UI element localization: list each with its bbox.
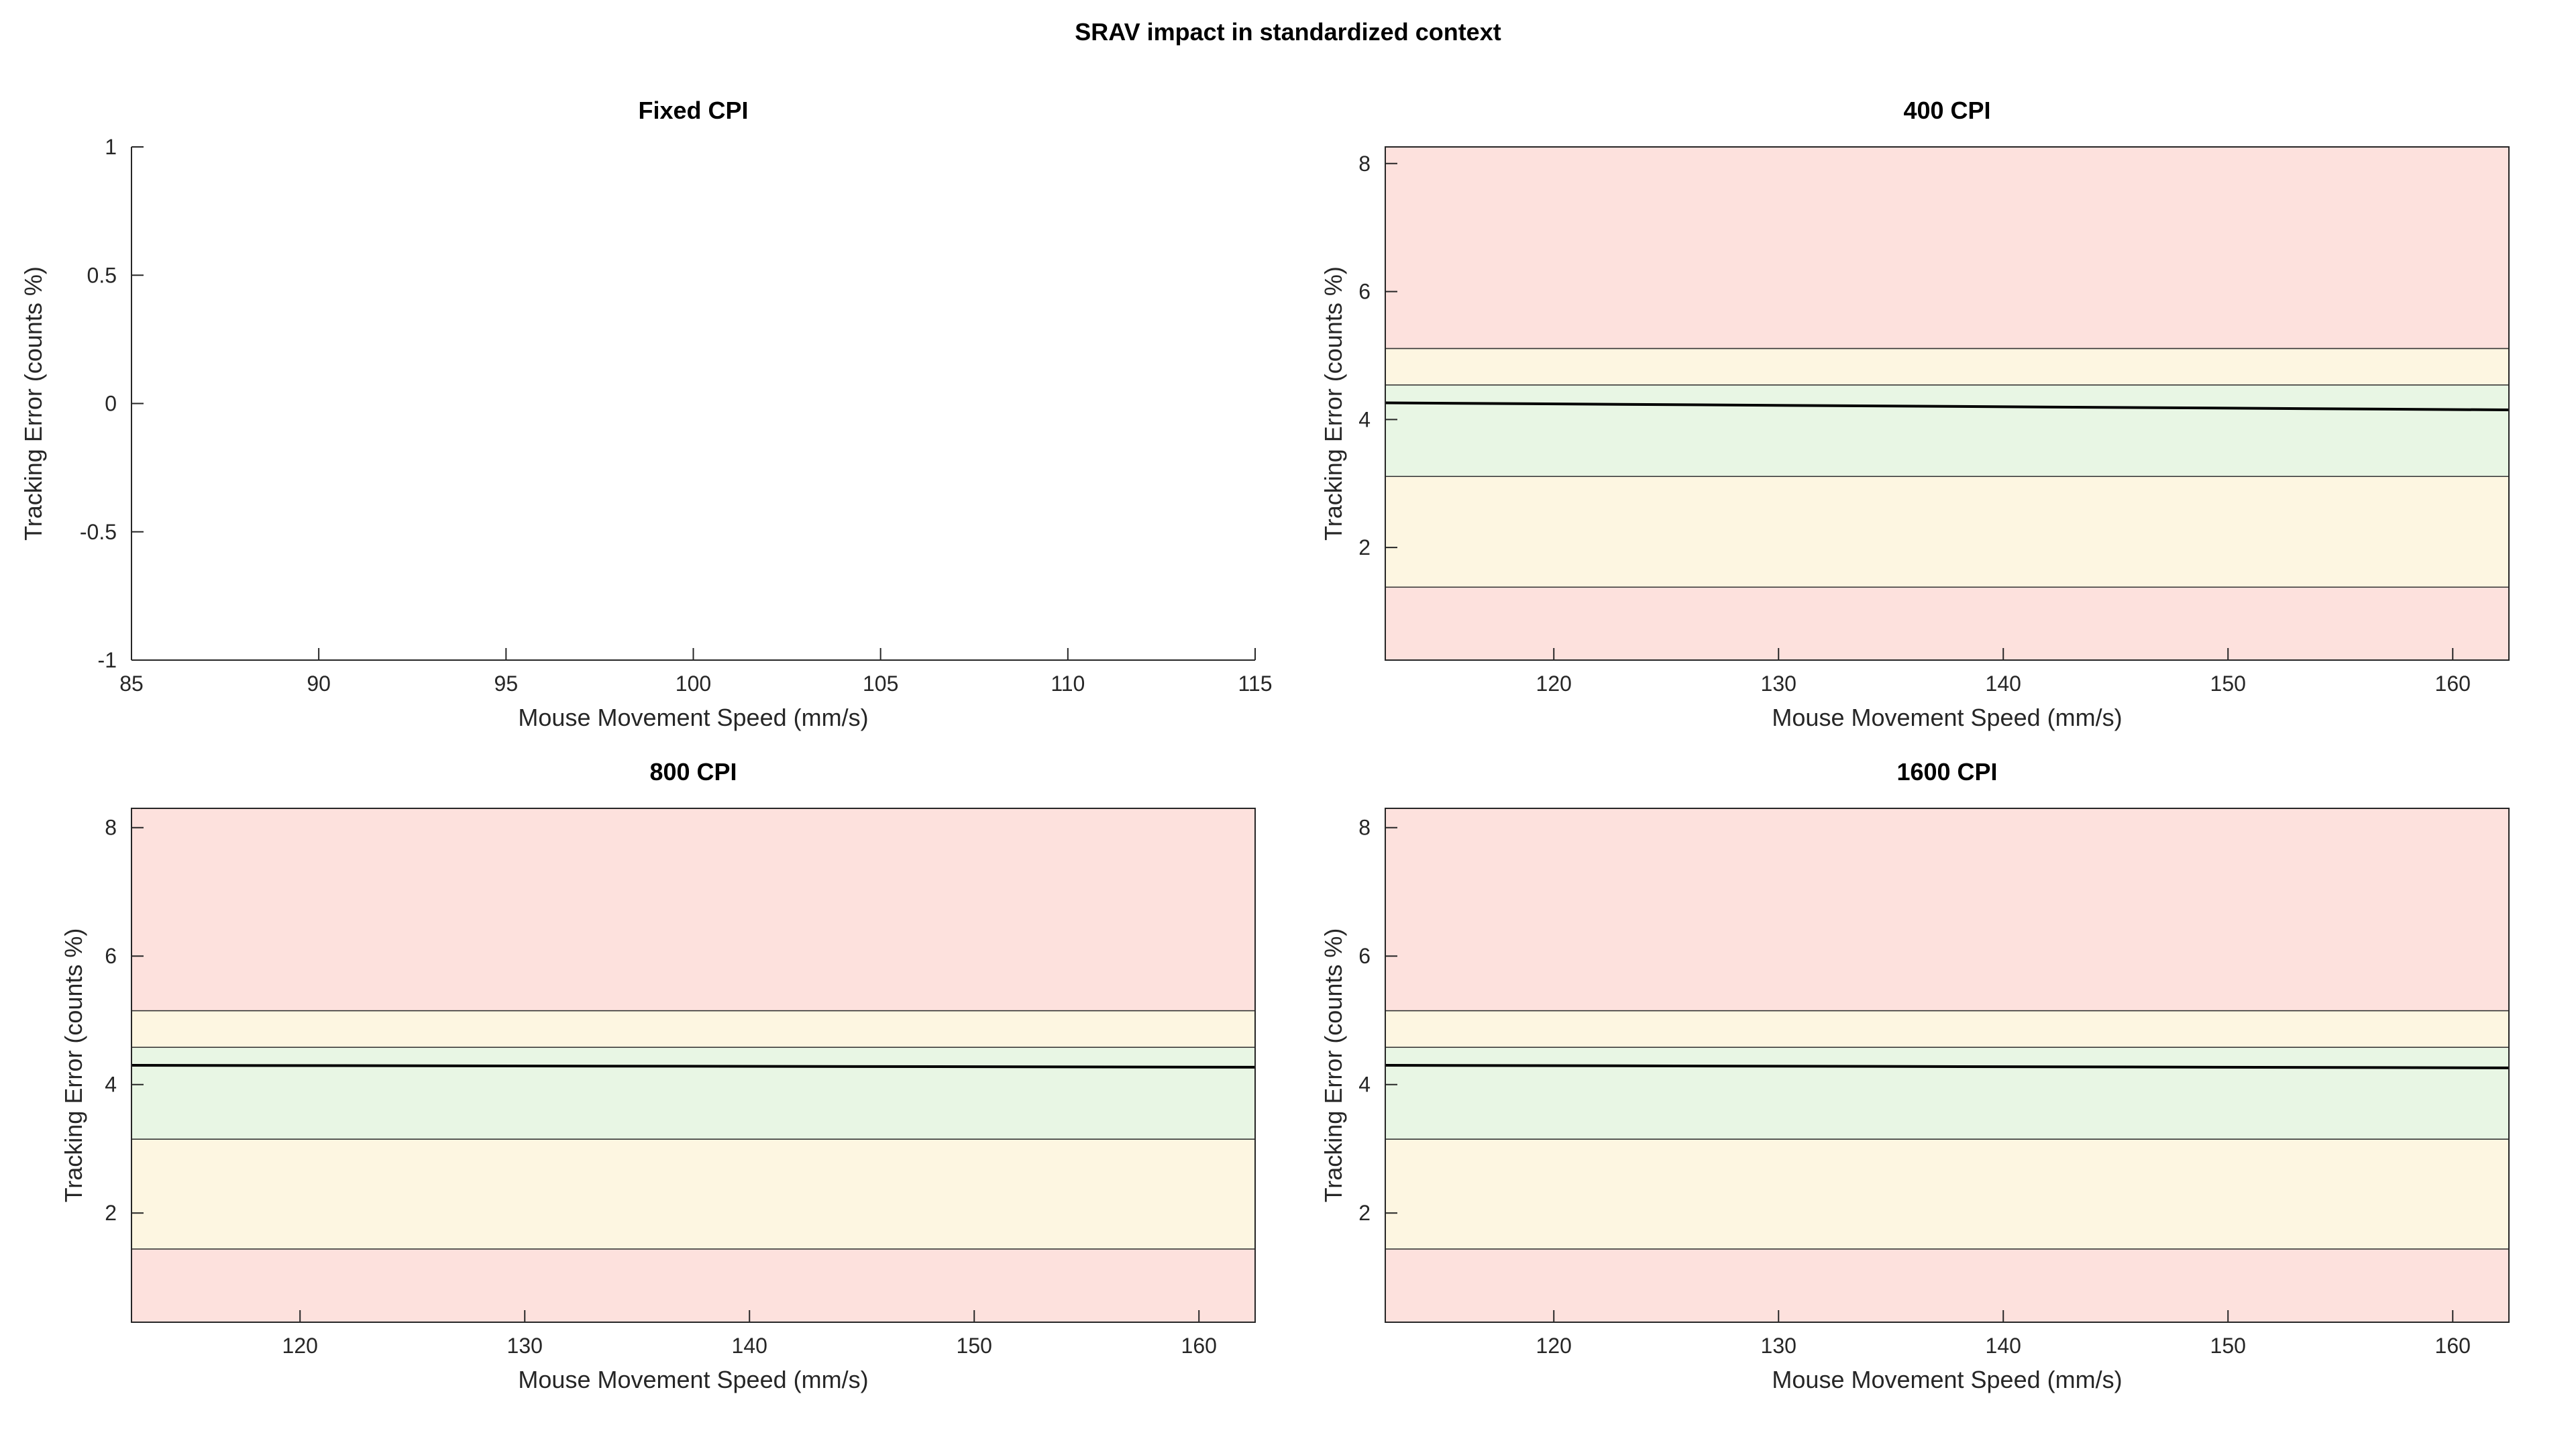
y-tick-label: 0: [105, 392, 117, 416]
y-tick-label: 4: [1358, 1073, 1371, 1097]
series-line: [131, 1064, 1256, 1069]
series-line: [1385, 1064, 2510, 1069]
band-yellow: [1385, 347, 2510, 386]
subplot-0: 85 90 95 100 105 110 115 -1 -0.5 0 0.5 1 Fixed CPI Mo…: [19, 97, 1273, 731]
x-tick-label: 150: [2210, 1334, 2246, 1358]
x-tick-label: 150: [957, 1334, 992, 1358]
y-axis-label: Tracking Error (counts %): [60, 928, 87, 1203]
x-tick-label: 120: [282, 1334, 318, 1358]
band-green: [1385, 1046, 2510, 1140]
x-tick-label: 105: [863, 672, 898, 696]
y-tick-label: -1: [98, 648, 117, 672]
band-yellow: [1385, 1138, 2510, 1250]
figure-title: SRAV impact in standardized context: [1075, 18, 1501, 46]
x-tick-label: 160: [2435, 672, 2471, 696]
band-green: [1385, 384, 2510, 477]
y-tick-label: 6: [1358, 280, 1371, 304]
y-tick-label: 8: [1358, 152, 1371, 176]
band-yellow: [131, 1138, 1256, 1250]
subplot-1: 120 130 140 150 160 2 4 6 8 400 CPI Mouse Movement…: [1320, 97, 2510, 731]
band-yellow: [131, 1010, 1256, 1048]
x-tick-label: 85: [119, 672, 144, 696]
y-tick-label: 6: [1358, 944, 1371, 968]
x-tick-label: 110: [1051, 672, 1085, 696]
y-axis-label: Tracking Error (counts %): [1320, 928, 1347, 1203]
subplot-title: Fixed CPI: [638, 97, 748, 124]
y-axis-label: Tracking Error (counts %): [19, 266, 47, 541]
x-axis-label: Mouse Movement Speed (mm/s): [1772, 704, 2122, 731]
band-green: [131, 1046, 1256, 1140]
y-tick-label: 2: [1358, 1201, 1371, 1225]
x-tick-label: 120: [1536, 672, 1572, 696]
y-tick-label: 8: [1358, 816, 1371, 840]
band-yellow: [1385, 1010, 2510, 1048]
band-red: [131, 808, 1256, 1012]
subplot-3: 120 130 140 150 160 2 4 6 8 1600 CPI Mouse Movemen…: [1320, 758, 2510, 1393]
band-yellow: [1385, 476, 2510, 588]
x-tick-label: 140: [732, 1334, 767, 1358]
x-tick-label: 130: [1761, 672, 1796, 696]
x-tick-label: 100: [676, 672, 711, 696]
band-red: [1385, 1248, 2510, 1323]
x-tick-label: 95: [494, 672, 519, 696]
x-tick-label: 160: [2435, 1334, 2471, 1358]
axes-box: [1385, 808, 2510, 1323]
y-axis-label: Tracking Error (counts %): [1320, 266, 1347, 541]
axes-box: [131, 808, 1256, 1323]
subplot-title: 400 CPI: [1903, 97, 1990, 124]
x-tick-label: 140: [1986, 1334, 2021, 1358]
x-tick-label: 140: [1986, 672, 2021, 696]
subplot-title: 800 CPI: [649, 758, 737, 786]
x-tick-label: 150: [2210, 672, 2246, 696]
x-axis-label: Mouse Movement Speed (mm/s): [518, 704, 868, 731]
x-tick-label: 130: [1761, 1334, 1796, 1358]
y-tick-label: 4: [105, 1073, 117, 1097]
band-red: [1385, 146, 2510, 350]
y-tick-label: 0.5: [87, 263, 117, 287]
x-tick-label: 90: [307, 672, 331, 696]
x-tick-label: 160: [1181, 1334, 1217, 1358]
series-line: [1385, 401, 2510, 412]
x-axis-label: Mouse Movement Speed (mm/s): [518, 1366, 868, 1393]
subplot-2: 120 130 140 150 160 2 4 6 8 800 CPI Mouse Movement…: [60, 758, 1256, 1393]
band-red: [131, 1248, 1256, 1323]
x-tick-label: 120: [1536, 1334, 1572, 1358]
y-tick-label: -0.5: [80, 520, 117, 544]
y-tick-label: 1: [105, 135, 117, 159]
y-tick-label: 2: [1358, 535, 1371, 559]
y-tick-label: 6: [105, 944, 117, 968]
x-axis-label: Mouse Movement Speed (mm/s): [1772, 1366, 2122, 1393]
axes-box: [1385, 146, 2510, 661]
x-tick-label: 115: [1238, 672, 1272, 696]
y-tick-label: 8: [105, 816, 117, 840]
x-tick-label: 130: [507, 1334, 543, 1358]
band-red: [1385, 808, 2510, 1012]
y-tick-label: 4: [1358, 407, 1371, 431]
y-tick-label: 2: [105, 1201, 117, 1225]
subplot-title: 1600 CPI: [1896, 758, 1997, 786]
